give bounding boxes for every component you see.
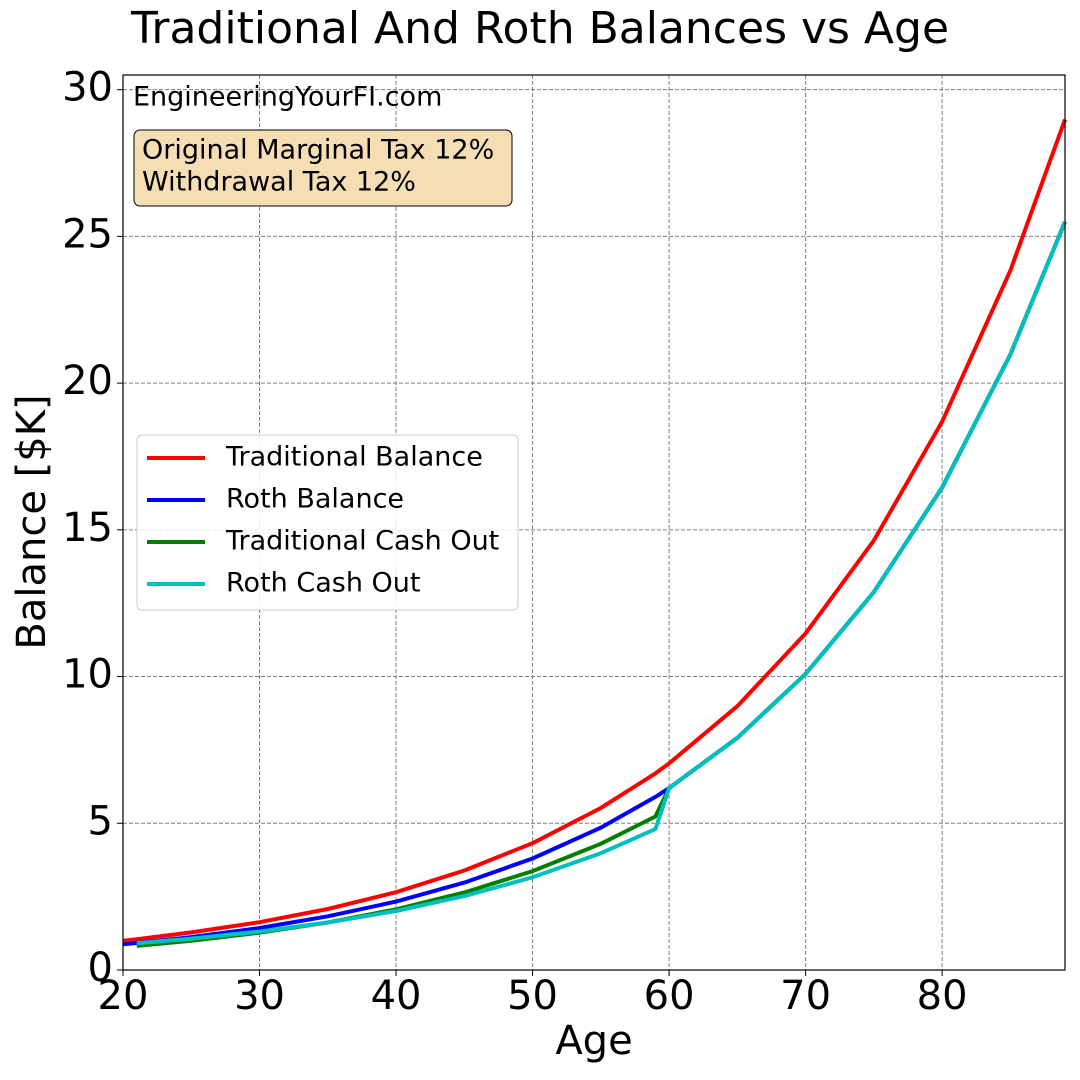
series-line <box>136 220 1067 946</box>
series-line <box>122 118 1067 943</box>
legend-label: Roth Balance <box>226 484 404 515</box>
text-box <box>133 129 513 207</box>
x-tick-label: 70 <box>780 973 831 1019</box>
annotation: EngineeringYourFI.com <box>133 82 442 113</box>
x-tick-label: 80 <box>917 973 968 1019</box>
y-tick-label: 10 <box>62 652 113 698</box>
x-axis-label: Age <box>555 1018 632 1064</box>
legend-label: Roth Cash Out <box>226 568 420 599</box>
text-box-line: Withdrawal Tax 12% <box>142 167 416 198</box>
x-tick-label: 30 <box>234 973 285 1019</box>
legend-label: Traditional Balance <box>225 442 483 473</box>
y-axis-label: Balance [$K] <box>9 394 55 649</box>
y-tick-label: 5 <box>88 798 113 844</box>
x-tick-label: 50 <box>507 973 558 1019</box>
plot-frame <box>122 74 1066 971</box>
x-tick-label: 20 <box>98 973 149 1019</box>
y-tick-label: 30 <box>62 65 113 111</box>
y-tick-label: 25 <box>62 211 113 257</box>
x-tick-label: 60 <box>644 973 695 1019</box>
x-tick-label: 40 <box>371 973 422 1019</box>
y-tick-label: 0 <box>88 945 113 991</box>
y-tick-label: 20 <box>62 358 113 404</box>
legend-label: Traditional Cash Out <box>225 526 499 557</box>
y-tick-label: 15 <box>62 505 113 551</box>
chart-title: Traditional And Roth Balances vs Age <box>130 3 949 54</box>
text-box-line: Original Marginal Tax 12% <box>142 135 494 166</box>
legend-box <box>136 434 519 611</box>
